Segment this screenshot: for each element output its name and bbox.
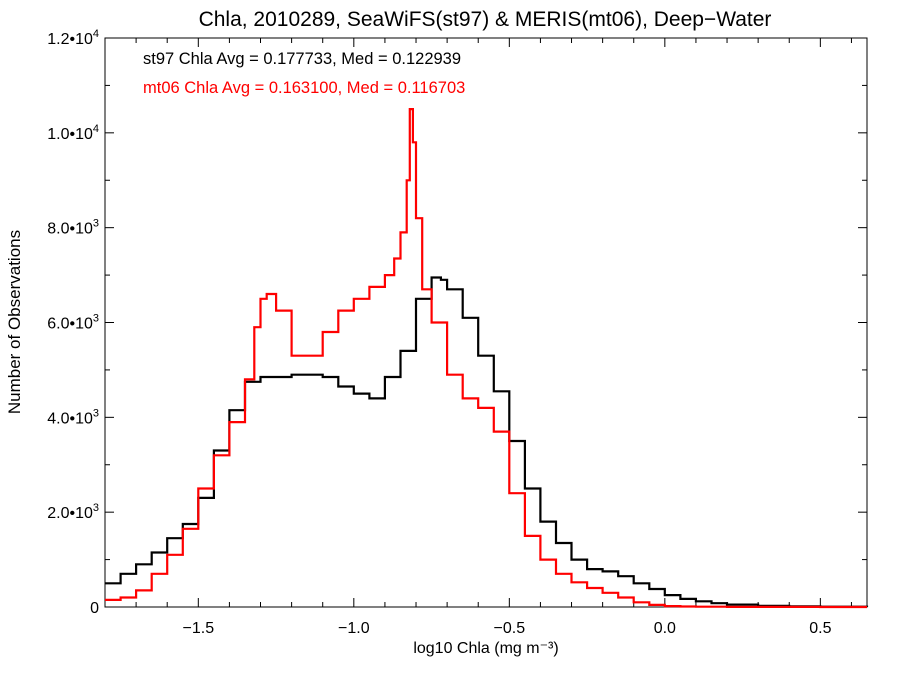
st97-histogram-line <box>105 276 869 608</box>
mt06-stats-annotation: mt06 Chla Avg = 0.163100, Med = 0.116703 <box>143 79 465 97</box>
chart-title: Chla, 2010289, SeaWiFS(st97) & MERIS(mt0… <box>199 8 772 31</box>
mt06-histogram-line <box>105 108 867 609</box>
x-tick-label: −1.5 <box>183 620 215 637</box>
st97-stats-annotation: st97 Chla Avg = 0.177733, Med = 0.122939 <box>143 50 461 68</box>
y-axis-label: Number of Observations <box>5 230 24 414</box>
annotations: st97 Chla Avg = 0.177733, Med = 0.122939… <box>143 50 465 97</box>
x-tick-label: −0.5 <box>494 620 526 637</box>
series-layer <box>105 108 869 609</box>
x-tick-label: 0.0 <box>654 620 676 637</box>
x-tick-label: −1.0 <box>338 620 370 637</box>
y-axis-tick-labels: 0 2.0•103 4.0•103 6.0•103 8.0•103 1.0•104 1.2•… <box>47 28 99 617</box>
y-tick-label: 4.0•103 <box>47 407 99 427</box>
x-tick-label: 0.5 <box>809 620 831 637</box>
x-axis-tick-labels: −1.5 −1.0 −0.5 0.0 0.5 <box>183 620 832 637</box>
y-tick-label: 2.0•103 <box>47 502 99 522</box>
axis-ticks <box>105 37 867 608</box>
y-tick-label: 1.2•104 <box>47 28 99 48</box>
y-tick-label: 6.0•103 <box>47 313 99 333</box>
x-axis-label: log10 Chla (mg m⁻³) <box>413 640 558 657</box>
y-tick-label: 1.0•104 <box>47 123 99 143</box>
y-tick-label: 0 <box>90 600 99 617</box>
y-tick-label: 8.0•103 <box>47 218 99 238</box>
